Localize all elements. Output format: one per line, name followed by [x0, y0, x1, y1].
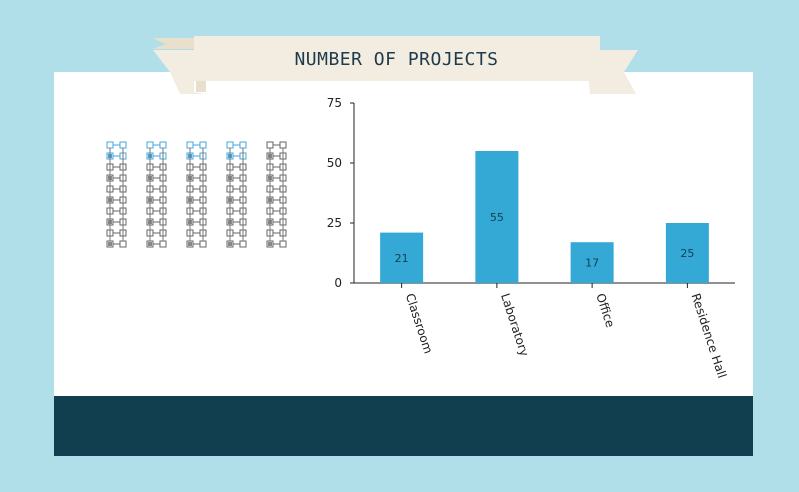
- footer-bar: [54, 396, 753, 456]
- bar-office: [570, 242, 614, 283]
- data-label: 25: [680, 247, 694, 260]
- bar-residence-hall: [665, 223, 709, 283]
- y-tick-label: 0: [334, 276, 342, 290]
- chart-title: NUMBER OF PROJECTS: [294, 48, 499, 70]
- title-ribbon: [152, 36, 638, 94]
- bar-classroom: [380, 232, 424, 283]
- bar-laboratory: [475, 151, 519, 283]
- y-tick-label: 50: [327, 156, 342, 170]
- data-label: 17: [585, 257, 599, 270]
- y-tick-label: 25: [327, 216, 342, 230]
- data-label: 55: [490, 211, 504, 224]
- y-tick-label: 75: [327, 96, 342, 110]
- data-label: 21: [395, 252, 409, 265]
